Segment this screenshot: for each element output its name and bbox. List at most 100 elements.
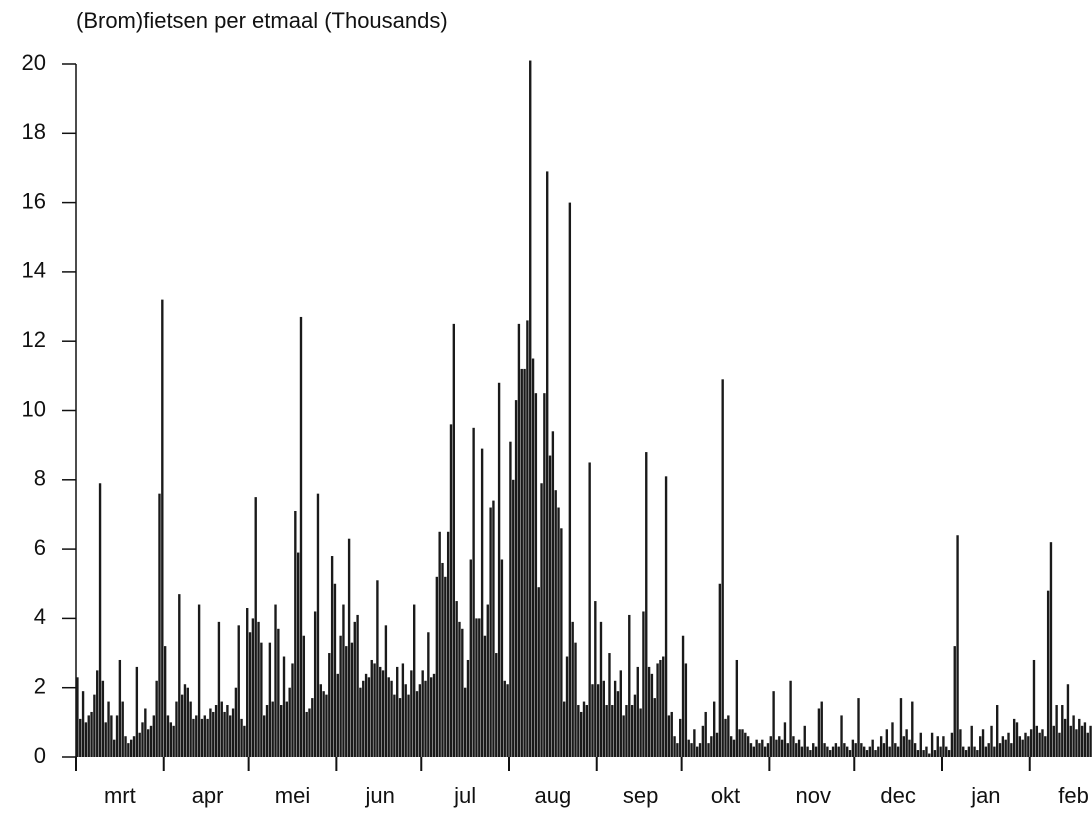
bar <box>537 587 540 757</box>
bar <box>220 701 223 757</box>
y-tick-label: 10 <box>22 396 46 421</box>
bar <box>679 718 682 757</box>
bar <box>296 552 300 757</box>
bar <box>503 680 506 757</box>
bar <box>523 368 526 757</box>
bar <box>291 663 294 757</box>
bar <box>1024 732 1027 757</box>
bar <box>432 673 436 757</box>
bar <box>172 725 175 757</box>
bar <box>749 743 753 757</box>
bar <box>268 642 272 757</box>
bar <box>599 621 603 757</box>
bar <box>152 715 156 757</box>
bar <box>795 743 798 757</box>
bar <box>356 614 359 757</box>
bar <box>763 746 767 757</box>
y-tick-label: 2 <box>34 674 46 699</box>
bar <box>616 691 620 757</box>
bar <box>1010 743 1013 757</box>
bar <box>175 701 178 757</box>
bar <box>645 452 648 757</box>
bar <box>922 750 925 757</box>
bar <box>729 736 733 757</box>
bar <box>135 666 139 757</box>
bar <box>783 722 787 757</box>
bar <box>330 556 334 757</box>
bar <box>594 601 597 757</box>
bar <box>458 621 461 757</box>
bar <box>775 739 778 757</box>
bar <box>701 725 705 757</box>
bar <box>930 732 934 757</box>
bar <box>186 687 189 757</box>
bar <box>953 646 956 757</box>
bar <box>899 698 903 757</box>
bar <box>195 715 198 757</box>
bar <box>322 691 325 757</box>
bar <box>1055 705 1058 757</box>
bar <box>163 646 167 757</box>
y-tick-label: 8 <box>34 466 46 491</box>
bar <box>662 656 665 757</box>
bar <box>313 611 317 757</box>
bar <box>823 743 826 757</box>
bar <box>299 316 303 757</box>
bar <box>200 718 204 757</box>
bar <box>398 698 402 757</box>
bar <box>551 431 555 757</box>
bar <box>797 739 801 757</box>
bar <box>246 608 249 757</box>
bar <box>155 680 158 757</box>
bar <box>755 739 758 757</box>
y-tick-label: 16 <box>22 188 46 213</box>
bar <box>778 736 781 757</box>
bar <box>1075 729 1078 757</box>
bar <box>390 680 393 757</box>
bar <box>257 621 260 757</box>
x-tick-label: jul <box>453 783 476 808</box>
bar <box>1021 739 1024 757</box>
bar <box>546 171 549 758</box>
x-tick-label: jun <box>365 783 395 808</box>
bar <box>970 725 973 757</box>
bar <box>979 736 982 757</box>
bar <box>1072 715 1075 757</box>
bar <box>962 746 965 757</box>
bar <box>166 715 170 757</box>
bar <box>806 746 809 757</box>
bar <box>933 750 937 757</box>
bar <box>265 705 269 757</box>
bar <box>896 746 900 757</box>
bar <box>81 691 85 757</box>
bar <box>789 680 792 757</box>
bar <box>681 635 685 757</box>
x-tick-label: mrt <box>104 783 136 808</box>
bar <box>418 684 422 757</box>
bar <box>877 746 880 757</box>
bar <box>367 677 371 757</box>
bar <box>727 715 730 757</box>
bar <box>956 535 959 757</box>
bar <box>393 694 396 757</box>
bar <box>229 715 232 757</box>
bar <box>608 653 611 757</box>
bar <box>761 739 764 757</box>
bar <box>585 705 589 757</box>
bar <box>79 718 82 757</box>
bar <box>1078 718 1081 757</box>
bar <box>945 746 948 757</box>
bar <box>684 663 688 757</box>
bar <box>860 743 863 757</box>
bar <box>302 635 306 757</box>
bar <box>415 691 419 757</box>
bar <box>843 743 846 757</box>
bar <box>800 746 804 757</box>
bar <box>531 358 535 757</box>
bar <box>274 604 277 757</box>
x-tick-label: mei <box>275 783 310 808</box>
bar <box>1089 725 1092 757</box>
bar <box>115 715 119 757</box>
bar <box>857 698 860 757</box>
